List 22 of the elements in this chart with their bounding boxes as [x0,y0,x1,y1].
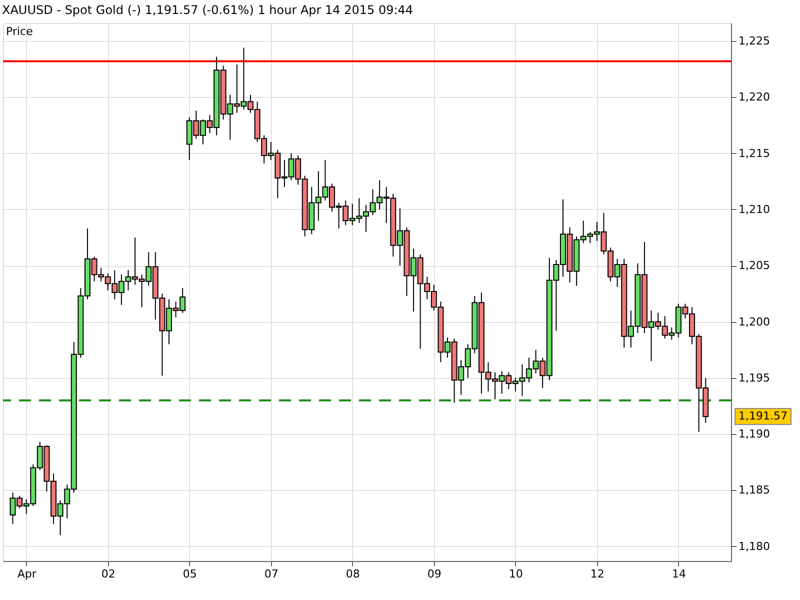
y-tick-label: 1,215 [738,146,770,160]
y-tick-label: 1,220 [738,90,770,104]
y-tick-label: 1,190 [738,428,770,441]
y-tick-label: 1,180 [738,540,770,553]
x-tick-label: 08 [346,568,360,580]
x-tick-label: Apr [17,568,37,580]
y-tick-label: 1,200 [738,315,770,328]
x-tick-label: 07 [264,568,278,580]
x-tick-label: 14 [672,568,686,580]
chart-title: XAUUSD - Spot Gold (-) 1,191.57 (-0.61%) 1 hour Apr 14 2015 09:44 [2,3,414,17]
x-tick-label: 09 [427,568,442,580]
x-tick-label: 05 [182,568,197,580]
y-axis-title: Price [6,25,34,38]
y-tick-label: 1,195 [738,371,770,384]
text: 1,191.57 [738,409,788,422]
y-tick-label: 1,185 [738,484,770,497]
y-tick-label: 1,205 [738,259,770,272]
x-tick-label: 10 [508,568,523,580]
x-tick-label: 12 [590,568,604,580]
y-tick-label: 1,210 [738,202,770,216]
x-tick-label: 02 [101,568,116,580]
y-tick-label: 1,225 [738,34,770,48]
